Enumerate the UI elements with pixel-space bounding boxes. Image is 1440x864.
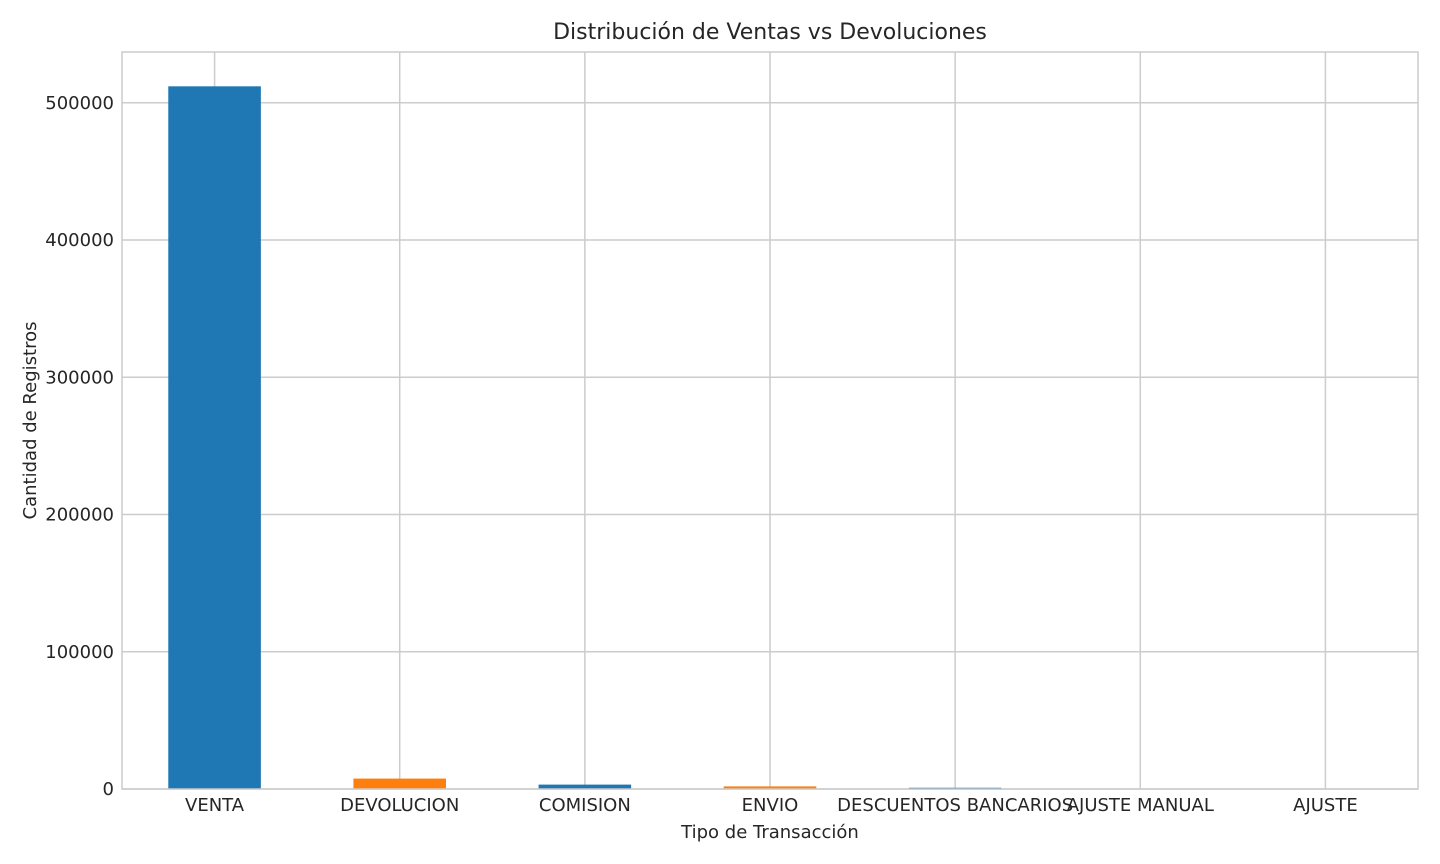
bar-envio bbox=[723, 786, 817, 789]
grid-lines bbox=[122, 52, 1418, 790]
bar-comision bbox=[538, 784, 632, 789]
x-tick-label: VENTA bbox=[185, 795, 245, 816]
y-tick-label: 400000 bbox=[45, 230, 114, 251]
y-tick-label: 500000 bbox=[45, 93, 114, 114]
y-tick-label: 0 bbox=[103, 779, 114, 800]
x-tick-label: DEVOLUCION bbox=[340, 795, 459, 816]
x-tick-labels: VENTA DEVOLUCION COMISION ENVIO DESCUENTOS B… bbox=[185, 795, 1358, 816]
plot-frame bbox=[121, 51, 1419, 790]
bar-devolucion bbox=[353, 778, 446, 789]
y-tick-label: 200000 bbox=[45, 505, 114, 526]
x-tick-label: ENVIO bbox=[742, 795, 799, 816]
x-axis-label: Tipo de Transacción bbox=[680, 822, 859, 843]
bar-venta bbox=[168, 86, 261, 790]
y-tick-label: 300000 bbox=[45, 367, 114, 388]
y-tick-label: 100000 bbox=[45, 642, 114, 663]
bars bbox=[168, 86, 1372, 790]
y-axis-label: Cantidad de Registros bbox=[20, 322, 41, 520]
chart-title: Distribución de Ventas vs Devoluciones bbox=[553, 20, 987, 45]
x-tick-label: AJUSTE bbox=[1293, 795, 1358, 816]
y-tick-labels: 0 100000 200000 300000 400000 500000 bbox=[45, 93, 114, 800]
x-tick-label: DESCUENTOS BANCARIOS bbox=[837, 795, 1073, 816]
x-tick-label: COMISION bbox=[539, 795, 631, 816]
x-tick-label: AJUSTE MANUAL bbox=[1067, 795, 1214, 816]
